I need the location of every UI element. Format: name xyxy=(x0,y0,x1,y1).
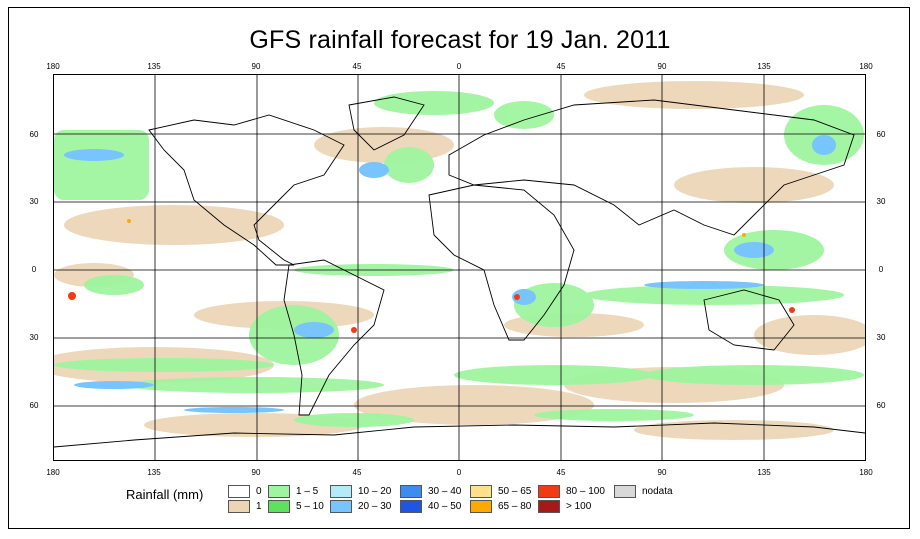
lon-label-bottom: 180 xyxy=(46,468,60,477)
lon-label-top: 180 xyxy=(46,62,60,71)
figure-frame xyxy=(8,7,910,529)
legend-label-8: 50 – 65 xyxy=(498,486,532,497)
lon-label-bottom: 90 xyxy=(251,468,261,477)
lon-label-bottom: 180 xyxy=(859,468,873,477)
lon-label-bottom: 0 xyxy=(456,468,462,477)
legend-label-11: > 100 xyxy=(566,501,592,512)
legend-label-0: 0 xyxy=(256,486,262,497)
lat-label-right: 30 xyxy=(876,197,886,206)
legend-swatch-8 xyxy=(470,485,492,498)
lon-label-bottom: 135 xyxy=(147,468,161,477)
lat-label-right: 0 xyxy=(878,265,884,274)
legend-swatch-1 xyxy=(228,500,250,513)
lon-label-top: 135 xyxy=(147,62,161,71)
lon-label-top: 90 xyxy=(657,62,667,71)
lat-label-left: 60 xyxy=(29,130,39,139)
greenland-outline xyxy=(348,96,425,151)
australia-outline xyxy=(703,289,795,351)
map-title: GFS rainfall forecast for 19 Jan. 2011 xyxy=(249,26,671,54)
legend-swatch-7 xyxy=(400,500,422,513)
europe-asia-outline xyxy=(448,99,855,236)
lat-label-left: 30 xyxy=(29,333,39,342)
legend-swatch-6 xyxy=(400,485,422,498)
lon-label-top: 45 xyxy=(556,62,566,71)
map-panel xyxy=(53,74,866,461)
lat-label-left: 30 xyxy=(29,197,39,206)
rain-cell-extreme xyxy=(68,219,795,333)
legend-swatch-0 xyxy=(228,485,250,498)
legend-swatch-11 xyxy=(538,500,560,513)
lon-label-top: 90 xyxy=(251,62,261,71)
legend-swatch-3 xyxy=(268,500,290,513)
legend-title: Rainfall (mm) xyxy=(126,487,204,502)
legend-swatch-2 xyxy=(268,485,290,498)
legend-label-6: 30 – 40 xyxy=(428,486,462,497)
legend-swatch-5 xyxy=(330,500,352,513)
rainfall-map xyxy=(54,75,865,460)
coastlines xyxy=(54,96,865,448)
legend-label-12: nodata xyxy=(642,486,673,497)
lon-label-top: 135 xyxy=(757,62,771,71)
lon-label-top: 180 xyxy=(859,62,873,71)
lon-label-top: 0 xyxy=(456,62,462,71)
graticule xyxy=(54,75,865,460)
legend-swatch-10 xyxy=(538,485,560,498)
legend-label-7: 40 – 50 xyxy=(428,501,462,512)
africa-outline xyxy=(428,184,575,341)
legend-swatch-12 xyxy=(614,485,636,498)
lat-label-right: 60 xyxy=(876,130,886,139)
lat-label-right: 30 xyxy=(876,333,886,342)
lat-label-right: 60 xyxy=(876,401,886,410)
legend-label-5: 20 – 30 xyxy=(358,501,392,512)
legend-label-9: 65 – 80 xyxy=(498,501,532,512)
lon-label-bottom: 45 xyxy=(352,468,362,477)
lat-label-left: 60 xyxy=(29,401,39,410)
antarctica-outline xyxy=(54,422,865,448)
legend-label-4: 10 – 20 xyxy=(358,486,392,497)
legend-swatch-9 xyxy=(470,500,492,513)
lat-label-left: 0 xyxy=(31,265,37,274)
south-america-outline xyxy=(283,259,385,416)
lon-label-top: 45 xyxy=(352,62,362,71)
legend-label-3: 5 – 10 xyxy=(296,501,324,512)
north-america-outline xyxy=(148,114,345,266)
legend-label-10: 80 – 100 xyxy=(566,486,605,497)
legend-label-2: 1 – 5 xyxy=(296,486,319,497)
lon-label-bottom: 135 xyxy=(757,468,771,477)
rain-band-heavy xyxy=(64,135,836,413)
legend-label-1: 1 xyxy=(256,501,262,512)
legend-swatch-4 xyxy=(330,485,352,498)
lon-label-bottom: 90 xyxy=(657,468,667,477)
lon-label-bottom: 45 xyxy=(556,468,566,477)
